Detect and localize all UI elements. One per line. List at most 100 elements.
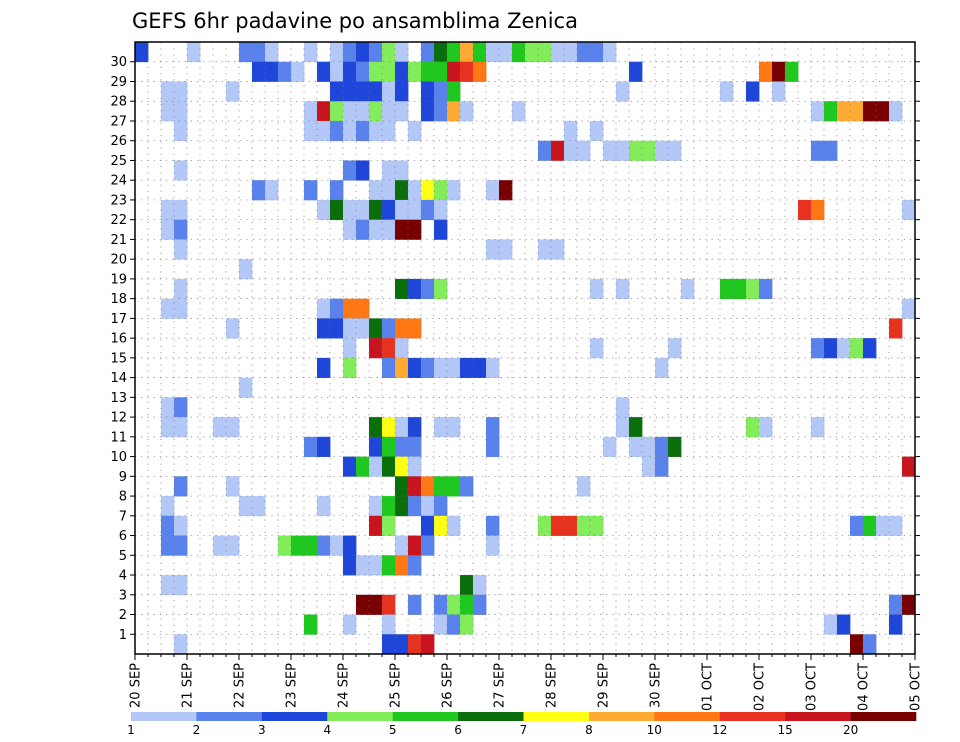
heatmap-cell [577, 515, 591, 536]
heatmap-cell [616, 81, 630, 102]
heatmap-cell [538, 140, 552, 161]
heatmap-cell [239, 377, 253, 398]
grid-layer [135, 42, 915, 654]
heatmap-cell [447, 515, 461, 536]
heatmap-cell [837, 614, 851, 635]
x-tick-label: 22 SEP [233, 663, 248, 708]
heatmap-cell [317, 535, 331, 556]
heatmap-cell [356, 219, 370, 240]
heatmap-cell [395, 436, 409, 457]
x-tick-label: 28 SEP [545, 663, 560, 708]
heatmap-cell [161, 397, 175, 418]
heatmap-cell [356, 160, 370, 181]
heatmap-cell [291, 535, 305, 556]
heatmap-cell [382, 436, 396, 457]
heatmap-cell [343, 101, 357, 122]
heatmap-cell [447, 101, 461, 122]
heatmap-cell [330, 42, 344, 63]
colorbar-swatch [131, 712, 197, 721]
heatmap-cell [343, 555, 357, 576]
heatmap-cell [616, 417, 630, 438]
heatmap-cell [746, 417, 760, 438]
heatmap-cell [811, 140, 825, 161]
heatmap-cell [785, 61, 799, 82]
heatmap-cell [343, 614, 357, 635]
heatmap-cell [863, 338, 877, 359]
heatmap-cell [330, 180, 344, 201]
heatmap-cell [304, 120, 318, 142]
heatmap-cell [395, 535, 409, 556]
y-tick-label: 29 [110, 75, 127, 90]
heatmap-cell [408, 61, 422, 82]
heatmap-cell [447, 357, 461, 379]
heatmap-cell [343, 61, 357, 82]
colorbar-label: 2 [193, 723, 201, 737]
heatmap-cell [889, 594, 903, 615]
heatmap-cell [434, 101, 448, 122]
heatmap-cell [382, 42, 396, 63]
heatmap-cell [668, 338, 682, 359]
heatmap-cell [486, 436, 500, 457]
heatmap-cell [733, 278, 747, 300]
heatmap-cell [642, 140, 656, 161]
heatmap-cell [889, 515, 903, 536]
heatmap-cell [460, 42, 474, 63]
heatmap-cell [291, 61, 305, 82]
x-axis: 20 SEP 21 SEP 22 SEP 23 SEP 24 SEP 25 SEP 26 S… [129, 654, 924, 711]
heatmap-cell [577, 42, 591, 63]
heatmap-cell [343, 219, 357, 240]
y-tick-label: 4 [119, 569, 127, 584]
heatmap-cell [395, 338, 409, 359]
heatmap-cell [551, 42, 565, 63]
x-tick-label: 23 SEP [285, 663, 300, 708]
colorbar-swatch [588, 712, 655, 721]
heatmap-cell [343, 81, 357, 102]
colorbar-swatch [719, 712, 786, 721]
heatmap-cell [369, 318, 383, 339]
heatmap-cell [161, 417, 175, 438]
colorbar-label: 6 [454, 723, 462, 737]
colorbar-swatch [392, 712, 459, 721]
y-tick-label: 28 [110, 95, 127, 110]
heatmap-cell [317, 120, 331, 142]
heatmap-cell [343, 318, 357, 339]
heatmap-cell [174, 81, 188, 102]
heatmap-cell [408, 476, 422, 497]
heatmap-cell [239, 496, 253, 517]
heatmap-cell [447, 614, 461, 635]
heatmap-cell [317, 298, 331, 319]
heatmap-cell [330, 120, 344, 142]
y-tick-label: 5 [119, 549, 127, 564]
colorbar-label: 5 [389, 723, 397, 737]
heatmap-cell [382, 199, 396, 221]
colorbar-label: 20 [843, 723, 858, 737]
heatmap-cell [720, 278, 734, 300]
heatmap-cell [408, 180, 422, 201]
heatmap-cell [538, 515, 552, 536]
heatmap-cell [369, 555, 383, 576]
heatmap-cell [382, 496, 396, 517]
heatmap-cell [317, 199, 331, 221]
heatmap-cell [434, 594, 448, 615]
heatmap-cell [356, 61, 370, 82]
heatmap-cell [473, 575, 487, 596]
heatmap-cell [434, 417, 448, 438]
heatmap-cell [889, 101, 903, 122]
x-tick-label: 25 SEP [389, 663, 404, 708]
heatmap-cell [252, 180, 266, 201]
heatmap-cell [369, 515, 383, 536]
y-tick-label: 26 [110, 134, 127, 149]
heatmap-cell [317, 496, 331, 517]
heatmap-cell [824, 140, 838, 161]
heatmap-cell [382, 338, 396, 359]
plot-frame [134, 41, 916, 655]
colorbar-swatch [327, 712, 393, 721]
heatmap-cell [382, 456, 396, 477]
colorbar-swatch [785, 712, 851, 721]
heatmap-cell [876, 515, 890, 536]
colorbar-swatch [196, 712, 263, 721]
heatmap-cell [356, 594, 370, 615]
heatmap-cell [447, 476, 461, 497]
heatmap-cell [226, 318, 240, 339]
